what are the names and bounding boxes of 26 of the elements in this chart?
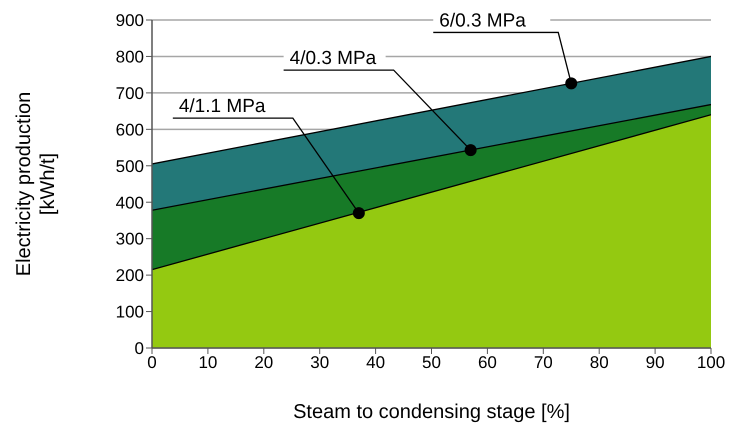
y-tick-label: 400	[116, 193, 144, 212]
annotation: 4/0.3 MPa	[290, 48, 377, 70]
y-tick-label: 0	[134, 339, 144, 358]
y-tick-label: 200	[116, 266, 144, 286]
x-tick-label: 30	[310, 353, 330, 372]
x-tick-label: 90	[646, 353, 665, 372]
x-tick-label: 10	[198, 353, 218, 372]
y-tick-label: 100	[116, 302, 144, 322]
y-tick-label: 600	[116, 120, 144, 140]
x-tick-label: 80	[590, 353, 609, 372]
x-tick-label: 70	[534, 353, 553, 372]
x-tick-label: 50	[422, 353, 441, 372]
y-tick-label: 500	[116, 156, 144, 176]
x-tick-label: 60	[478, 353, 497, 372]
y-tick-label: 700	[116, 84, 144, 103]
annotation: 4/1.1 MPa	[178, 96, 266, 118]
y-tick-label: 900	[116, 11, 144, 30]
x-tick-label: 0	[147, 353, 157, 372]
x-tick-label: 40	[366, 353, 386, 372]
y-axis-title: Electricity production [kWh/t]	[13, 92, 59, 276]
annotation: 6/0.3 MPa	[439, 10, 526, 32]
y-tick-label: 300	[116, 230, 144, 249]
x-tick-label: 100	[696, 353, 726, 372]
x-tick-label: 20	[254, 353, 274, 372]
y-tick-label: 800	[116, 47, 144, 66]
x-axis-title: Steam to condensing stage [%]	[293, 401, 570, 423]
